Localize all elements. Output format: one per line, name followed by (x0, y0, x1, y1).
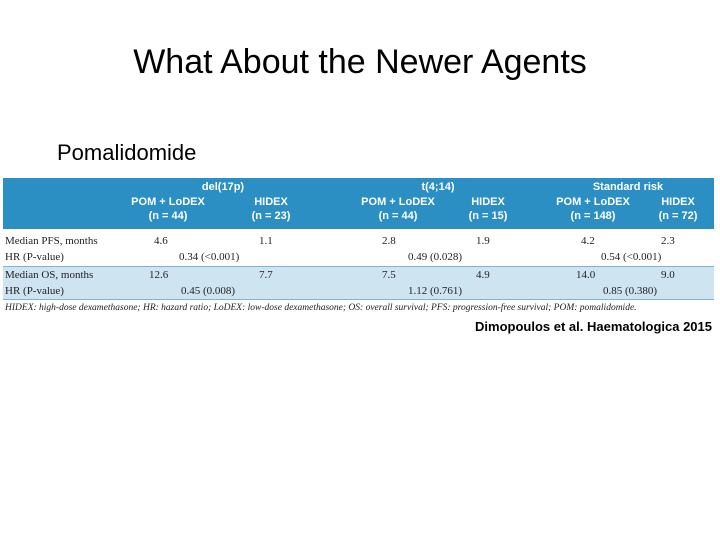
group-header-del17p: del(17p) (201, 181, 245, 193)
col-header: HIDEX (n = 72) (658, 196, 698, 222)
results-table: del(17p) t(4;14) Standard risk POM + LoD… (3, 178, 714, 314)
col-header: HIDEX (n = 15) (468, 196, 508, 222)
table-cell: 4.2 (581, 235, 595, 247)
table-cell: 1.1 (259, 235, 273, 247)
table-cell: 7.7 (259, 269, 273, 281)
table-cell: 1.9 (476, 235, 490, 247)
col-header: POM + LoDEX (n = 44) (361, 196, 435, 222)
table-row-os-hr: HR (P-value) 0.45 (0.008) 1.12 (0.761) 0… (3, 283, 714, 299)
table-cell: 9.0 (661, 269, 675, 281)
slide-subtitle: Pomalidomide (57, 140, 197, 165)
table-footnote: HIDEX: high-dose dexamethasone; HR: haza… (5, 303, 637, 313)
col-header: POM + LoDEX (n = 44) (131, 196, 205, 222)
table-cell: 12.6 (149, 269, 169, 281)
table-cell: 0.45 (0.008) (181, 285, 236, 297)
row-divider (3, 266, 714, 267)
table-row-median-os: Median OS, months 12.6 7.7 7.5 4.9 14.0 … (3, 267, 714, 283)
table-row-pfs-hr: HR (P-value) 0.34 (<0.001) 0.49 (0.028) … (3, 249, 714, 265)
citation: Dimopoulos et al. Haematologica 2015 (475, 319, 712, 334)
row-divider (3, 299, 714, 300)
table-cell: 0.54 (<0.001) (601, 251, 662, 263)
table-cell: 0.49 (0.028) (408, 251, 463, 263)
table-cell: 1.12 (0.761) (408, 285, 463, 297)
table-cell: 2.3 (661, 235, 675, 247)
table-cell: 14.0 (576, 269, 596, 281)
col-header: HIDEX (n = 23) (251, 196, 291, 222)
table-row-median-pfs: Median PFS, months 4.6 1.1 2.8 1.9 4.2 2… (3, 233, 714, 249)
col-header: POM + LoDEX (n = 148) (556, 196, 630, 222)
table-cell: 0.34 (<0.001) (179, 251, 240, 263)
table-cell: 7.5 (382, 269, 396, 281)
row-label: HR (P-value) (5, 251, 64, 263)
table-cell: 4.9 (476, 269, 490, 281)
table-header: del(17p) t(4;14) Standard risk POM + LoD… (3, 178, 714, 229)
table-cell: 2.8 (382, 235, 396, 247)
row-label: Median PFS, months (5, 235, 98, 247)
slide-title: What About the Newer Agents (133, 43, 587, 81)
group-header-t414: t(4;14) (421, 181, 455, 193)
table-cell: 4.6 (154, 235, 168, 247)
row-label: HR (P-value) (5, 285, 64, 297)
table-cell: 0.85 (0.380) (603, 285, 658, 297)
row-label: Median OS, months (5, 269, 94, 281)
group-header-standard-risk: Standard risk (592, 181, 664, 193)
